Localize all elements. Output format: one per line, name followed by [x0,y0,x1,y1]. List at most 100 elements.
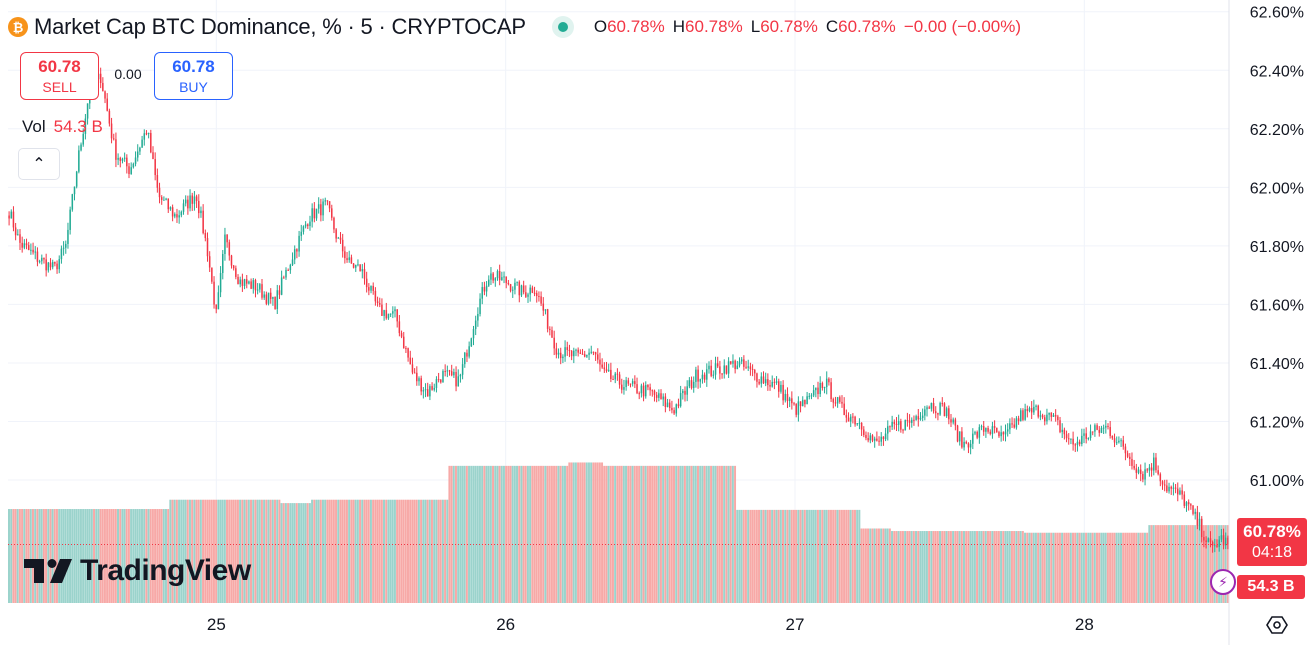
y-axis[interactable]: 62.60% 62.40% 62.20% 62.00% 61.80% 61.60% 61.4… [1250,5,1304,490]
volume-bar [1159,525,1162,603]
volume-bar [437,499,440,603]
volume-bar [1000,531,1003,603]
volume-bar [1078,532,1081,603]
candle [326,200,329,206]
candle [501,271,503,281]
candle [904,419,906,431]
candle [261,279,263,300]
candle [773,378,776,390]
candle [440,378,442,384]
candle [531,285,534,294]
candle [313,202,316,223]
volume-bar [662,465,665,603]
sell-button[interactable]: 60.78 SELL [20,52,99,100]
candle [498,264,501,286]
volume-bar [533,465,536,603]
volume-bar [263,499,266,603]
candle [193,191,196,211]
candle [1100,425,1103,434]
candle [355,264,357,272]
volume-bar [995,531,998,603]
volume-bar [788,509,791,603]
candle [1142,471,1144,483]
candle [873,436,876,448]
candle [300,224,303,241]
volume-bar [1109,532,1112,603]
volume-bar [317,499,320,603]
candle [12,206,15,232]
candle [723,359,726,379]
volume-bar [1220,525,1223,603]
volume-bar [64,509,67,603]
candle [644,381,647,399]
volume-bar [797,509,800,603]
candle [810,393,813,400]
candle [891,415,893,430]
volume-bar [823,509,826,603]
candle [464,351,466,368]
volume-legend[interactable]: Vol 54.3 B [22,117,103,137]
volume-bar [487,465,490,603]
volume-bar [747,509,750,603]
volume-bar [808,509,811,603]
volume-bar [550,465,553,603]
candle [651,389,654,397]
candle [263,291,265,300]
volume-bar [897,531,900,603]
candle [38,259,41,264]
volume-bar [1194,525,1197,603]
candle [996,427,998,433]
candle [1107,423,1109,430]
volume-bar [365,499,368,603]
volume-bar [1039,532,1042,603]
volume-bar [313,499,316,603]
volume-bar [350,499,353,603]
volume-bar [457,465,460,603]
candle [533,286,536,297]
volume-bar [1113,532,1116,603]
volume-bar [1172,525,1175,603]
volume-bar [1074,532,1077,603]
candle [878,436,880,446]
candle [293,245,296,265]
y-tick-label: 61.00% [1250,473,1304,490]
candle [374,287,377,306]
market-status-icon[interactable] [551,16,574,38]
candle [104,90,106,104]
volume-bar [444,499,447,603]
lightning-icon[interactable]: ⚡ [1210,569,1236,595]
candle [228,239,231,261]
volume-bar [559,465,562,603]
volume-bar [472,465,475,603]
volume-bar [40,509,43,603]
volume-bar [62,509,65,603]
volume-bar [206,499,209,603]
volume-bar [1126,532,1129,603]
volume-bar [516,465,519,603]
tradingview-logo-icon [24,559,72,583]
volume-bar [461,465,464,603]
volume-bar [430,499,433,603]
volume-bar [215,499,218,603]
symbol-title[interactable]: Market Cap BTC Dominance, % · 5 · CRYPTO… [34,14,526,39]
axis-settings-icon[interactable] [1266,614,1288,636]
tradingview-logo[interactable]: TradingView [24,554,251,588]
candle [1111,435,1114,440]
x-axis[interactable]: 25 26 27 28 [207,615,1094,634]
collapse-legend-button[interactable]: ⌃ [18,148,60,180]
candle [1009,418,1011,435]
candle [551,326,553,338]
volume-bar [925,531,928,603]
candle [278,285,281,300]
volume-bar [496,465,499,603]
candle [958,431,961,446]
volume-bar [572,462,575,603]
buy-button[interactable]: 60.78 BUY [154,52,233,100]
volume-bar [1087,532,1090,603]
candle [961,427,963,449]
candle [747,359,749,372]
volume-bar [561,465,564,603]
volume-bars [8,462,1229,603]
candle [518,280,521,303]
